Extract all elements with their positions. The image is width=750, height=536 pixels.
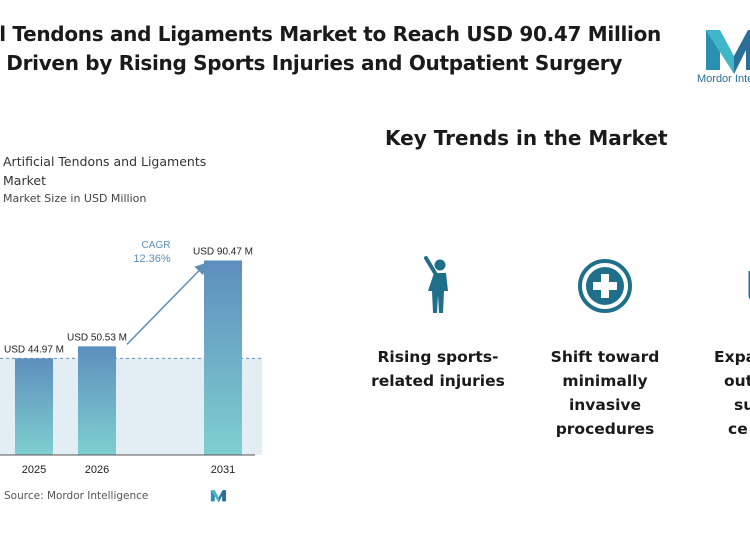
trends-title: Key Trends in the Market — [385, 126, 668, 150]
value-label-2026: USD 50.53 M — [67, 332, 127, 343]
cagr-arrow — [126, 262, 208, 345]
bar-2026 — [78, 346, 116, 455]
trend-label-line: su — [734, 396, 750, 414]
medical-cross-icon — [578, 259, 632, 313]
brand-name: Mordor Inte — [697, 73, 750, 85]
market-bar-chart: USD 44.97 M USD 50.53 M USD 90.47 M CAGR… — [0, 240, 262, 476]
chart-title: Artificial Tendons and Ligaments Market — [3, 154, 207, 188]
value-label-2031: USD 90.47 M — [193, 246, 253, 257]
headline: al Tendons and Ligaments Market to Reach… — [0, 20, 676, 78]
x-tick-2031: 2031 — [211, 464, 235, 476]
trend-item-outpatient-centers: Expa out su ce — [690, 255, 750, 441]
x-tick-2026: 2026 — [85, 464, 109, 476]
mordor-small-logo-icon — [210, 490, 226, 503]
mordor-logo-icon — [706, 30, 750, 74]
bar-2025 — [15, 358, 53, 455]
trend-label-line: related injuries — [371, 372, 505, 390]
headline-line-1: al Tendons and Ligaments Market to Reach… — [0, 22, 661, 46]
trend-item-sports-injuries: Rising sports- related injuries — [353, 255, 523, 393]
trend-label-line: procedures — [555, 420, 655, 438]
chart-subtitle: Market Size in USD Million — [3, 192, 147, 205]
source-note: Source: Mordor Intelligence — [4, 490, 149, 502]
headline-line-2: 1 Driven by Rising Sports Injuries and O… — [0, 51, 623, 75]
trend-label-line: Shift toward — [550, 348, 660, 366]
trend-label-line: Expa — [714, 348, 750, 366]
clinic-icon — [748, 271, 750, 299]
cagr-label: CAGR — [142, 240, 171, 251]
trend-item-minimally-invasive: Shift toward minimally invasive procedur… — [520, 255, 690, 441]
trend-label-line: Rising sports- — [377, 348, 499, 366]
value-label-2025: USD 44.97 M — [4, 344, 64, 355]
trend-label-line: ce — [728, 420, 748, 438]
trend-label-line: minimally — [562, 372, 648, 390]
x-tick-2025: 2025 — [22, 464, 46, 476]
bar-2031 — [204, 260, 242, 455]
trend-label-line: invasive — [568, 396, 642, 414]
baseball-player-icon — [424, 256, 448, 313]
cagr-value: 12.36% — [133, 253, 171, 265]
trend-label-line: out — [724, 372, 750, 390]
